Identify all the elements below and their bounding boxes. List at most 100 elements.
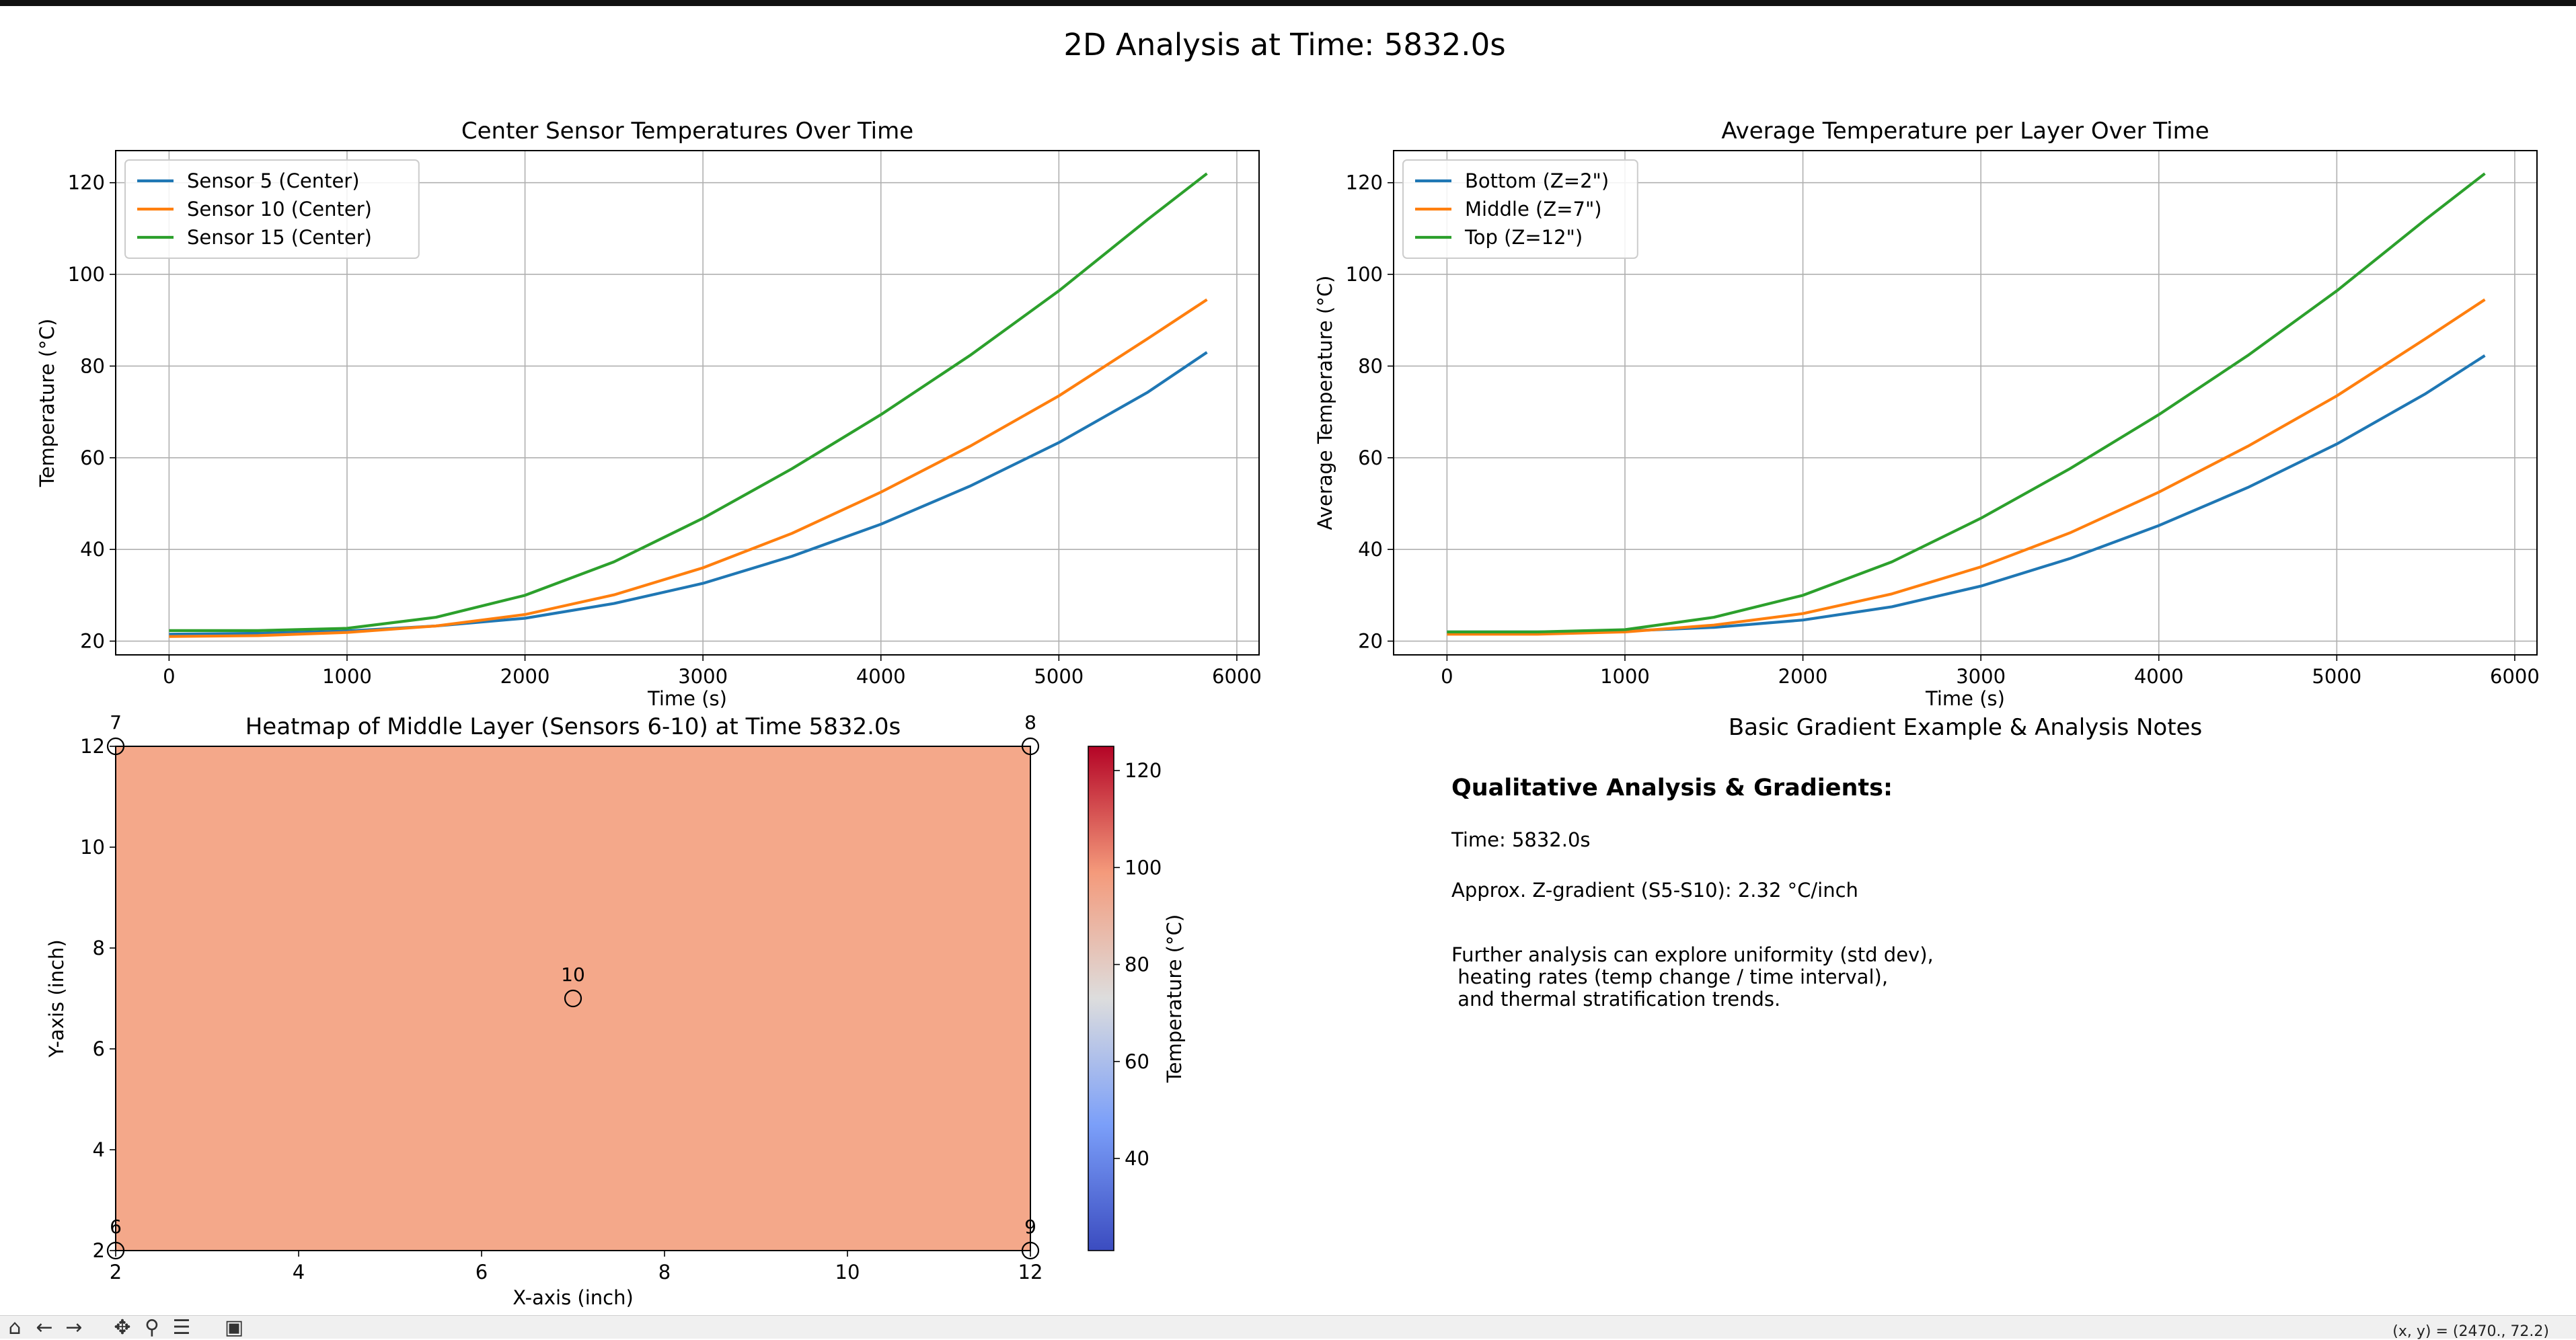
axes-frame: [115, 150, 1260, 656]
series-line-1: [1447, 354, 2486, 634]
sensor-marker-8: [1021, 737, 1040, 756]
pan-icon[interactable]: ✥: [114, 1316, 131, 1339]
y-tick-label: 40: [80, 538, 105, 561]
sensor-label-6: 6: [110, 1216, 122, 1238]
x-tick-label: 1000: [322, 665, 372, 688]
x-tick-label: 4000: [856, 665, 906, 688]
notes-further-2: heating rates (temp change / time interv…: [1451, 965, 1888, 988]
window-top-bar: [0, 0, 2576, 6]
y-tick-label: 120: [1346, 171, 1383, 194]
x-tick-label: 5000: [2312, 665, 2361, 688]
y-tick-label: 80: [80, 354, 105, 377]
sensor-label-10: 10: [561, 963, 585, 986]
notes-further-1: Further analysis can explore uniformity …: [1451, 943, 1934, 966]
legend-entry-1: Sensor 5 (Center): [187, 169, 360, 192]
y-tick-label: 100: [68, 263, 105, 286]
x-tick-label: 3000: [1956, 665, 2006, 688]
series-line-2: [1447, 298, 2486, 636]
y-axis-label: Temperature (°C): [36, 319, 59, 487]
y-tick-label: 6: [93, 1037, 105, 1060]
y-axis-label: Y-axis (inch): [45, 939, 68, 1058]
sensor-marker-7: [106, 737, 125, 756]
line-chart-center-sensors: 0 1000 2000 3000 4000 5000 6000 20 40 60 80 100 120 C…: [36, 118, 1262, 710]
legend: Bottom (Z=2") Middle (Z=7") Top (Z=12"): [1402, 159, 1638, 259]
legend-entry-1: Bottom (Z=2"): [1465, 169, 1609, 192]
home-icon[interactable]: ⌂: [8, 1316, 22, 1339]
x-tick-label: 12: [1018, 1261, 1043, 1284]
heatmap-middle-layer: 2 4 6 8 10 12 2 4 6 8 10 12 6 7 8 9 10 Heatmap of Middle …: [45, 711, 1186, 1309]
series-line-3: [169, 172, 1208, 633]
x-tick-label: 0: [163, 665, 175, 688]
y-tick-label: 120: [68, 171, 105, 194]
y-axis-label: Average Temperature (°C): [1314, 276, 1336, 530]
series-line-1: [169, 351, 1208, 636]
y-tick-label: 4: [93, 1138, 105, 1161]
cursor-coordinates: (x, y) = (2470., 72.2): [2392, 1323, 2549, 1340]
notes-panel-title: Basic Gradient Example & Analysis Notes: [1729, 714, 2202, 741]
series-line-2: [169, 298, 1208, 638]
y-tick-label: 10: [80, 836, 105, 859]
y-tick-label: 20: [80, 630, 105, 653]
y-tick-label: 100: [1346, 263, 1383, 286]
x-tick-label: 0: [1441, 665, 1453, 688]
x-tick-label: 10: [835, 1261, 860, 1284]
x-tick-label: 8: [658, 1261, 671, 1284]
x-tick-label: 6000: [1212, 665, 1262, 688]
legend-box: [124, 159, 420, 259]
x-tick-label: 6: [476, 1261, 488, 1284]
colorbar-tick-label: 40: [1125, 1147, 1149, 1170]
y-tick-label: 20: [1358, 630, 1383, 653]
legend-entry-2: Middle (Z=7"): [1465, 198, 1602, 221]
colorbar-label: Temperature (°C): [1163, 914, 1186, 1083]
y-tick-label: 8: [93, 937, 105, 959]
y-tick-label: 40: [1358, 538, 1383, 561]
x-tick-label: 4000: [2134, 665, 2184, 688]
x-axis-label: X-axis (inch): [513, 1286, 634, 1309]
chart-title: Heatmap of Middle Layer (Sensors 6-10) a…: [245, 713, 901, 740]
x-tick-label: 2000: [1778, 665, 1828, 688]
colorbar-tick-label: 120: [1125, 759, 1162, 782]
sensor-marker-10: [564, 989, 582, 1008]
analysis-notes-panel: Basic Gradient Example & Analysis Notes …: [1451, 714, 2202, 1011]
chart-title: Center Sensor Temperatures Over Time: [461, 118, 913, 145]
forward-arrow-icon[interactable]: →: [65, 1316, 83, 1339]
sensor-label-9: 9: [1024, 1216, 1036, 1238]
legend-entry-3: Top (Z=12"): [1464, 226, 1583, 249]
navigation-toolbar: ⌂ ← → ✥ ⚲ ☰ ▣: [0, 1315, 2576, 1339]
x-axis-label: Time (s): [1925, 687, 2005, 710]
y-tick-label: 80: [1358, 354, 1383, 377]
legend: Sensor 5 (Center) Sensor 10 (Center) Senso…: [124, 159, 420, 259]
notes-gradient: Approx. Z-gradient (S5-S10): 2.32 °C/inc…: [1451, 879, 1858, 902]
zoom-icon[interactable]: ⚲: [145, 1316, 159, 1339]
y-tick-label: 60: [1358, 446, 1383, 469]
chart-title: Average Temperature per Layer Over Time: [1721, 118, 2209, 145]
save-icon[interactable]: ▣: [224, 1316, 244, 1339]
colorbar-tick-label: 100: [1125, 856, 1162, 879]
axes-frame: [115, 746, 1031, 1251]
notes-time: Time: 5832.0s: [1451, 828, 1591, 851]
colorbar-tick-label: 60: [1125, 1050, 1149, 1073]
notes-further-3: and thermal stratification trends.: [1451, 988, 1780, 1011]
line-chart-layer-averages: 0 1000 2000 3000 4000 5000 6000 20 40 60 80 100 120 A…: [1314, 118, 2540, 710]
x-tick-label: 3000: [678, 665, 728, 688]
colorbar-tick-label: 80: [1125, 953, 1149, 976]
subplots-config-icon[interactable]: ☰: [172, 1316, 191, 1339]
x-tick-label: 2: [110, 1261, 122, 1284]
figure-title: 2D Analysis at Time: 5832.0s: [1063, 27, 1505, 63]
legend-box: [1402, 159, 1638, 259]
colorbar: [1088, 746, 1114, 1251]
x-tick-label: 6000: [2490, 665, 2540, 688]
sensor-label-7: 7: [110, 711, 122, 734]
legend-entry-2: Sensor 10 (Center): [187, 198, 372, 221]
x-tick-label: 1000: [1600, 665, 1650, 688]
sensor-marker-9: [1021, 1241, 1040, 1260]
x-axis-label: Time (s): [647, 687, 727, 710]
notes-heading: Qualitative Analysis & Gradients:: [1451, 775, 1893, 801]
back-arrow-icon[interactable]: ←: [36, 1316, 53, 1339]
x-tick-label: 2000: [500, 665, 550, 688]
legend-entry-3: Sensor 15 (Center): [187, 226, 372, 249]
series-line-3: [1447, 172, 2486, 634]
sensor-marker-6: [106, 1241, 125, 1260]
axes-frame: [1393, 150, 2538, 656]
